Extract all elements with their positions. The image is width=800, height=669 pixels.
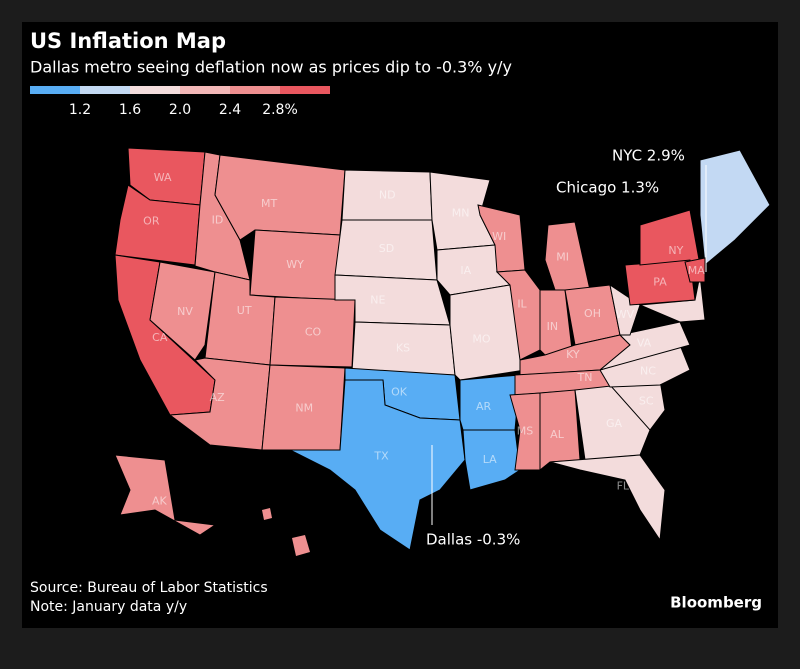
state <box>149 261 216 361</box>
state-label: IL <box>517 298 527 311</box>
state-label: WY <box>286 258 304 271</box>
state-label: KS <box>396 342 410 355</box>
state-label: MT <box>261 197 277 210</box>
state <box>599 321 691 371</box>
state-label: SD <box>379 242 394 255</box>
state-label: VA <box>637 336 652 349</box>
state-label: OR <box>143 215 160 228</box>
state <box>462 429 521 491</box>
state <box>114 454 217 536</box>
state-label: ND <box>379 189 396 202</box>
brand: Bloomberg <box>670 594 762 612</box>
legend-label: 1.2 <box>69 102 91 118</box>
state-label: NC <box>640 364 656 377</box>
state-label: NM <box>295 401 313 414</box>
annotation: NYC 2.9% <box>612 147 685 165</box>
state-label: OK <box>391 385 408 398</box>
state <box>509 392 541 471</box>
state-label: MI <box>556 250 569 263</box>
state-label: MO <box>472 332 490 345</box>
state-label: FL <box>617 480 630 493</box>
state-label: AL <box>550 428 565 441</box>
state-label: NY <box>668 244 683 257</box>
state-label: TX <box>373 450 389 463</box>
state-label: PA <box>653 276 667 289</box>
state-label: WV <box>616 308 635 321</box>
state <box>214 154 346 241</box>
legend-swatch <box>280 86 330 94</box>
state-label: AK <box>152 494 168 507</box>
state-label: KY <box>566 348 580 361</box>
state-label: MN <box>452 207 470 220</box>
state-label: MS <box>517 425 533 438</box>
legend-swatch <box>180 86 230 94</box>
title: US Inflation Map <box>30 29 226 53</box>
state-label: MA <box>688 264 705 277</box>
state-label: LA <box>483 453 497 466</box>
map: WA OR CA NV ID MT WY UT CO AZ NM ND SD NE KS OK TX MN IA MO… <box>114 147 771 556</box>
legend-label: 2.0 <box>169 102 191 118</box>
state-label: WI <box>492 230 506 243</box>
state-label: OH <box>584 307 601 320</box>
state-label: UT <box>237 304 252 317</box>
state-label: TN <box>577 371 593 384</box>
state-label: IN <box>547 320 558 333</box>
state-label: AR <box>476 400 492 413</box>
state-label: WA <box>154 171 172 184</box>
state-label: IA <box>460 264 471 277</box>
state-label: AZ <box>210 391 226 404</box>
state <box>684 257 706 283</box>
source: Source: Bureau of Labor Statistics <box>30 580 268 596</box>
legend-label: 2.4 <box>219 102 241 118</box>
subtitle: Dallas metro seeing deflation now as pri… <box>30 58 512 77</box>
legend-swatch <box>30 86 80 94</box>
state <box>549 454 666 542</box>
state-label: ID <box>212 214 224 227</box>
legend-swatch <box>230 86 280 94</box>
state-label: GA <box>606 417 623 430</box>
state-label: NV <box>177 305 193 318</box>
legend-swatch <box>130 86 180 94</box>
annotation: Dallas -0.3% <box>426 531 520 549</box>
state-label: NE <box>370 293 385 306</box>
state <box>289 379 466 551</box>
hawaii <box>292 535 310 556</box>
note: Note: January data y/y <box>30 599 187 615</box>
legend-swatch <box>80 86 130 94</box>
state-label: CO <box>305 325 322 338</box>
state-label: SC <box>639 394 654 407</box>
legend-label: 1.6 <box>119 102 141 118</box>
new-england <box>699 149 771 266</box>
legend-label: 2.8% <box>262 102 298 118</box>
legend: 1.2 1.6 2.0 2.4 2.8% <box>30 86 330 118</box>
state-label: CA <box>152 331 168 344</box>
hawaii <box>262 508 272 520</box>
annotation: Chicago 1.3% <box>556 179 659 197</box>
